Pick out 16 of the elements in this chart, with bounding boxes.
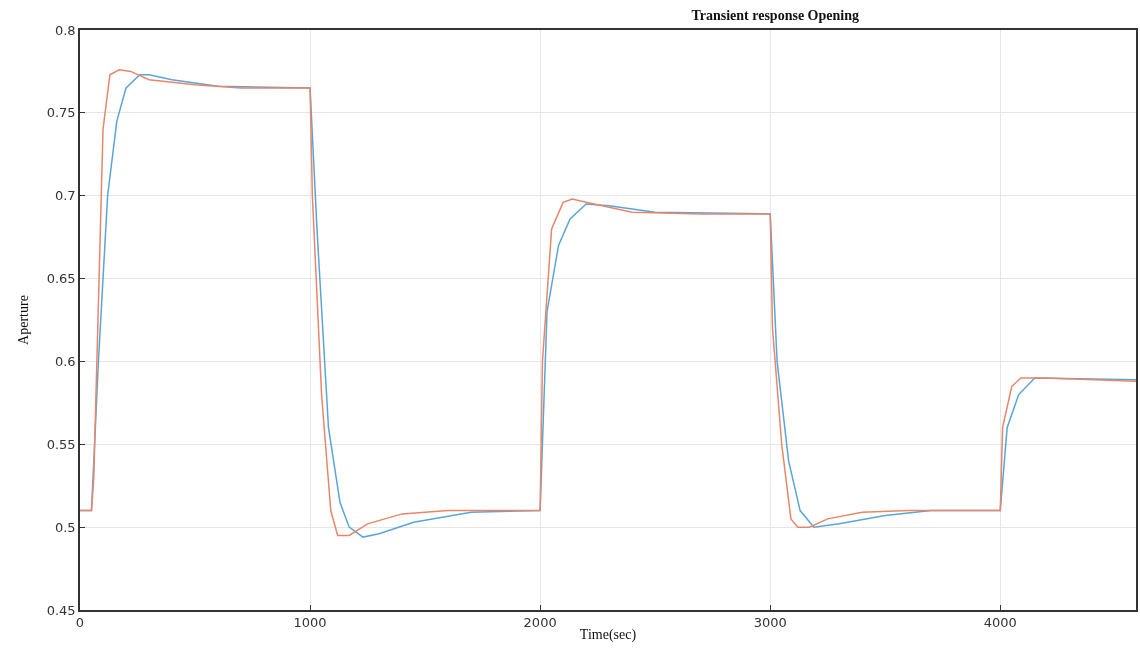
y-axis-title: Aperture: [15, 295, 31, 345]
x-tick-label: 3000: [753, 615, 787, 631]
y-tick-label: 0.8: [54, 22, 76, 38]
y-tick-label: 0.45: [46, 602, 76, 618]
x-tick-label: 1000: [293, 615, 327, 631]
x-tick-label: 2000: [523, 615, 557, 631]
y-tick-label: 0.55: [46, 436, 76, 452]
y-tick-label: 0.5: [54, 519, 76, 535]
chart-title: Transient response Opening: [691, 7, 859, 23]
x-tick-label: 0: [75, 615, 85, 631]
x-axis-title: Time(sec): [579, 627, 637, 644]
y-tick-label: 0.65: [46, 271, 76, 287]
y-tick-label: 0.7: [54, 188, 76, 204]
y-tick-label: 0.75: [46, 105, 76, 121]
x-tick-label: 4000: [983, 615, 1017, 631]
y-tick-label: 0.6: [54, 353, 76, 369]
